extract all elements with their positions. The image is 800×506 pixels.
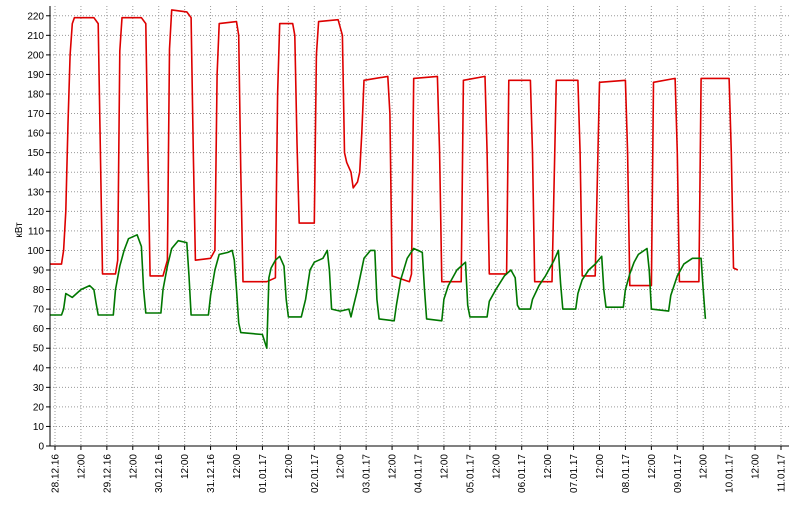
x-tick-label: 04.01.17 <box>414 454 425 493</box>
x-tick-label: 12:00 <box>647 454 658 479</box>
x-tick-label: 12:00 <box>284 454 295 479</box>
y-tick-label: 180 <box>27 90 44 101</box>
x-tick-label: 12:00 <box>232 454 243 479</box>
x-tick-labels: 28.12.16 12:00 29.12.16 12:00 30.12.16 12:00 3… <box>51 454 788 493</box>
y-tick-label: 150 <box>27 148 44 159</box>
y-tick-label: 110 <box>28 226 44 237</box>
y-tick-label: 130 <box>27 187 44 198</box>
x-tick-label: 12:00 <box>76 454 87 479</box>
x-tick-label: 12:00 <box>180 454 191 479</box>
x-tick-label: 12:00 <box>699 454 710 479</box>
y-tick-label: 0 <box>38 442 44 453</box>
x-tick-label: 28.12.16 <box>51 454 62 493</box>
y-tick-label: 90 <box>33 266 45 277</box>
x-tick-label: 03.01.17 <box>362 454 373 493</box>
x-tick-label: 07.01.17 <box>569 454 580 493</box>
y-tick-label: 50 <box>33 344 45 355</box>
x-tick-label: 29.12.16 <box>102 454 113 493</box>
x-tick-label: 12:00 <box>388 454 399 479</box>
series-layer <box>50 9 739 350</box>
y-tick-label: 220 <box>27 11 44 22</box>
y-tick-label: 120 <box>27 207 44 218</box>
y-tick-label: 210 <box>27 31 44 42</box>
y-tick-label: 70 <box>33 305 45 316</box>
x-tick-label: 12:00 <box>439 454 450 479</box>
y-tick-label: 190 <box>27 70 44 81</box>
y-tick-label: 20 <box>33 402 45 413</box>
y-tick-label: 140 <box>27 168 44 179</box>
y-tick-label: 80 <box>33 285 45 296</box>
axes <box>46 6 789 450</box>
y-tick-label: 40 <box>33 363 45 374</box>
y-tick-label: 30 <box>33 383 45 394</box>
x-tick-label: 10.01.17 <box>725 454 736 493</box>
x-tick-label: 08.01.17 <box>621 454 632 493</box>
x-tick-label: 06.01.17 <box>517 454 528 493</box>
x-tick-label: 12:00 <box>491 454 502 479</box>
x-tick-label: 12:00 <box>336 454 347 479</box>
series-line-1 <box>50 9 739 287</box>
y-tick-label: 200 <box>27 50 44 61</box>
x-tick-label: 11.01.17 <box>777 454 788 493</box>
x-tick-label: 12:00 <box>543 454 554 479</box>
y-tick-label: 160 <box>27 129 44 140</box>
y-tick-label: 10 <box>33 422 45 433</box>
x-tick-label: 02.01.17 <box>310 454 321 493</box>
x-tick-label: 31.12.16 <box>206 454 217 493</box>
y-axis-label: кВт <box>14 222 25 238</box>
y-tick-labels: 0 10 20 30 40 50 60 70 80 90 100 110 120 130 140 150 160… <box>27 11 44 452</box>
x-tick-label: 01.01.17 <box>258 454 269 493</box>
y-tick-label: 170 <box>27 109 44 120</box>
x-tick-label: 09.01.17 <box>673 454 684 493</box>
x-tick-label: 12:00 <box>128 454 139 479</box>
x-tick-label: 12:00 <box>595 454 606 479</box>
y-tick-label: 100 <box>27 246 44 257</box>
x-tick-label: 05.01.17 <box>465 454 476 493</box>
series-line-2 <box>50 234 707 350</box>
x-tick-label: 12:00 <box>751 454 762 479</box>
x-tick-label: 30.12.16 <box>154 454 165 493</box>
y-tick-label: 60 <box>33 324 45 335</box>
